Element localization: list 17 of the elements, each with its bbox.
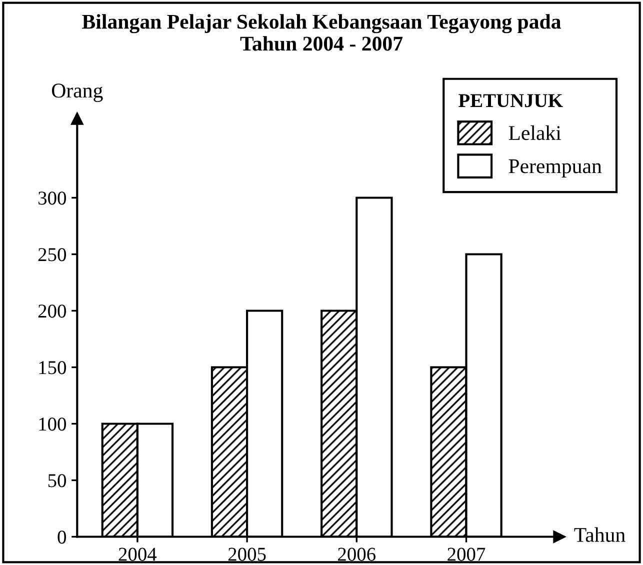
y-tick-label: 200 xyxy=(38,304,66,318)
x-axis-title: Tahun xyxy=(574,527,626,542)
y-axis-title: Orang xyxy=(52,84,103,102)
y-tick-label: 50 xyxy=(48,474,66,488)
x-tick-label: 2007 xyxy=(448,548,486,561)
y-tick-label: 0 xyxy=(58,530,66,544)
x-tick-label: 2005 xyxy=(228,548,266,561)
legend-title: PETUNJUK xyxy=(458,94,563,108)
y-tick-label: 150 xyxy=(39,361,66,374)
chart-title: Bilangan Pelajar Sekolah Kebangsaan Tegayong pada Tahun 2004 - 2007 xyxy=(82,14,561,51)
legend-label: Lelaki xyxy=(508,125,562,140)
x-tick-label: 2006 xyxy=(338,548,376,561)
legend-label: Perempuan xyxy=(508,159,602,178)
x-tick-label: 2004 xyxy=(118,548,157,561)
y-tick-label: 250 xyxy=(38,248,66,262)
y-tick-label: 300 xyxy=(38,192,66,205)
y-tick-label: 100 xyxy=(39,418,66,431)
